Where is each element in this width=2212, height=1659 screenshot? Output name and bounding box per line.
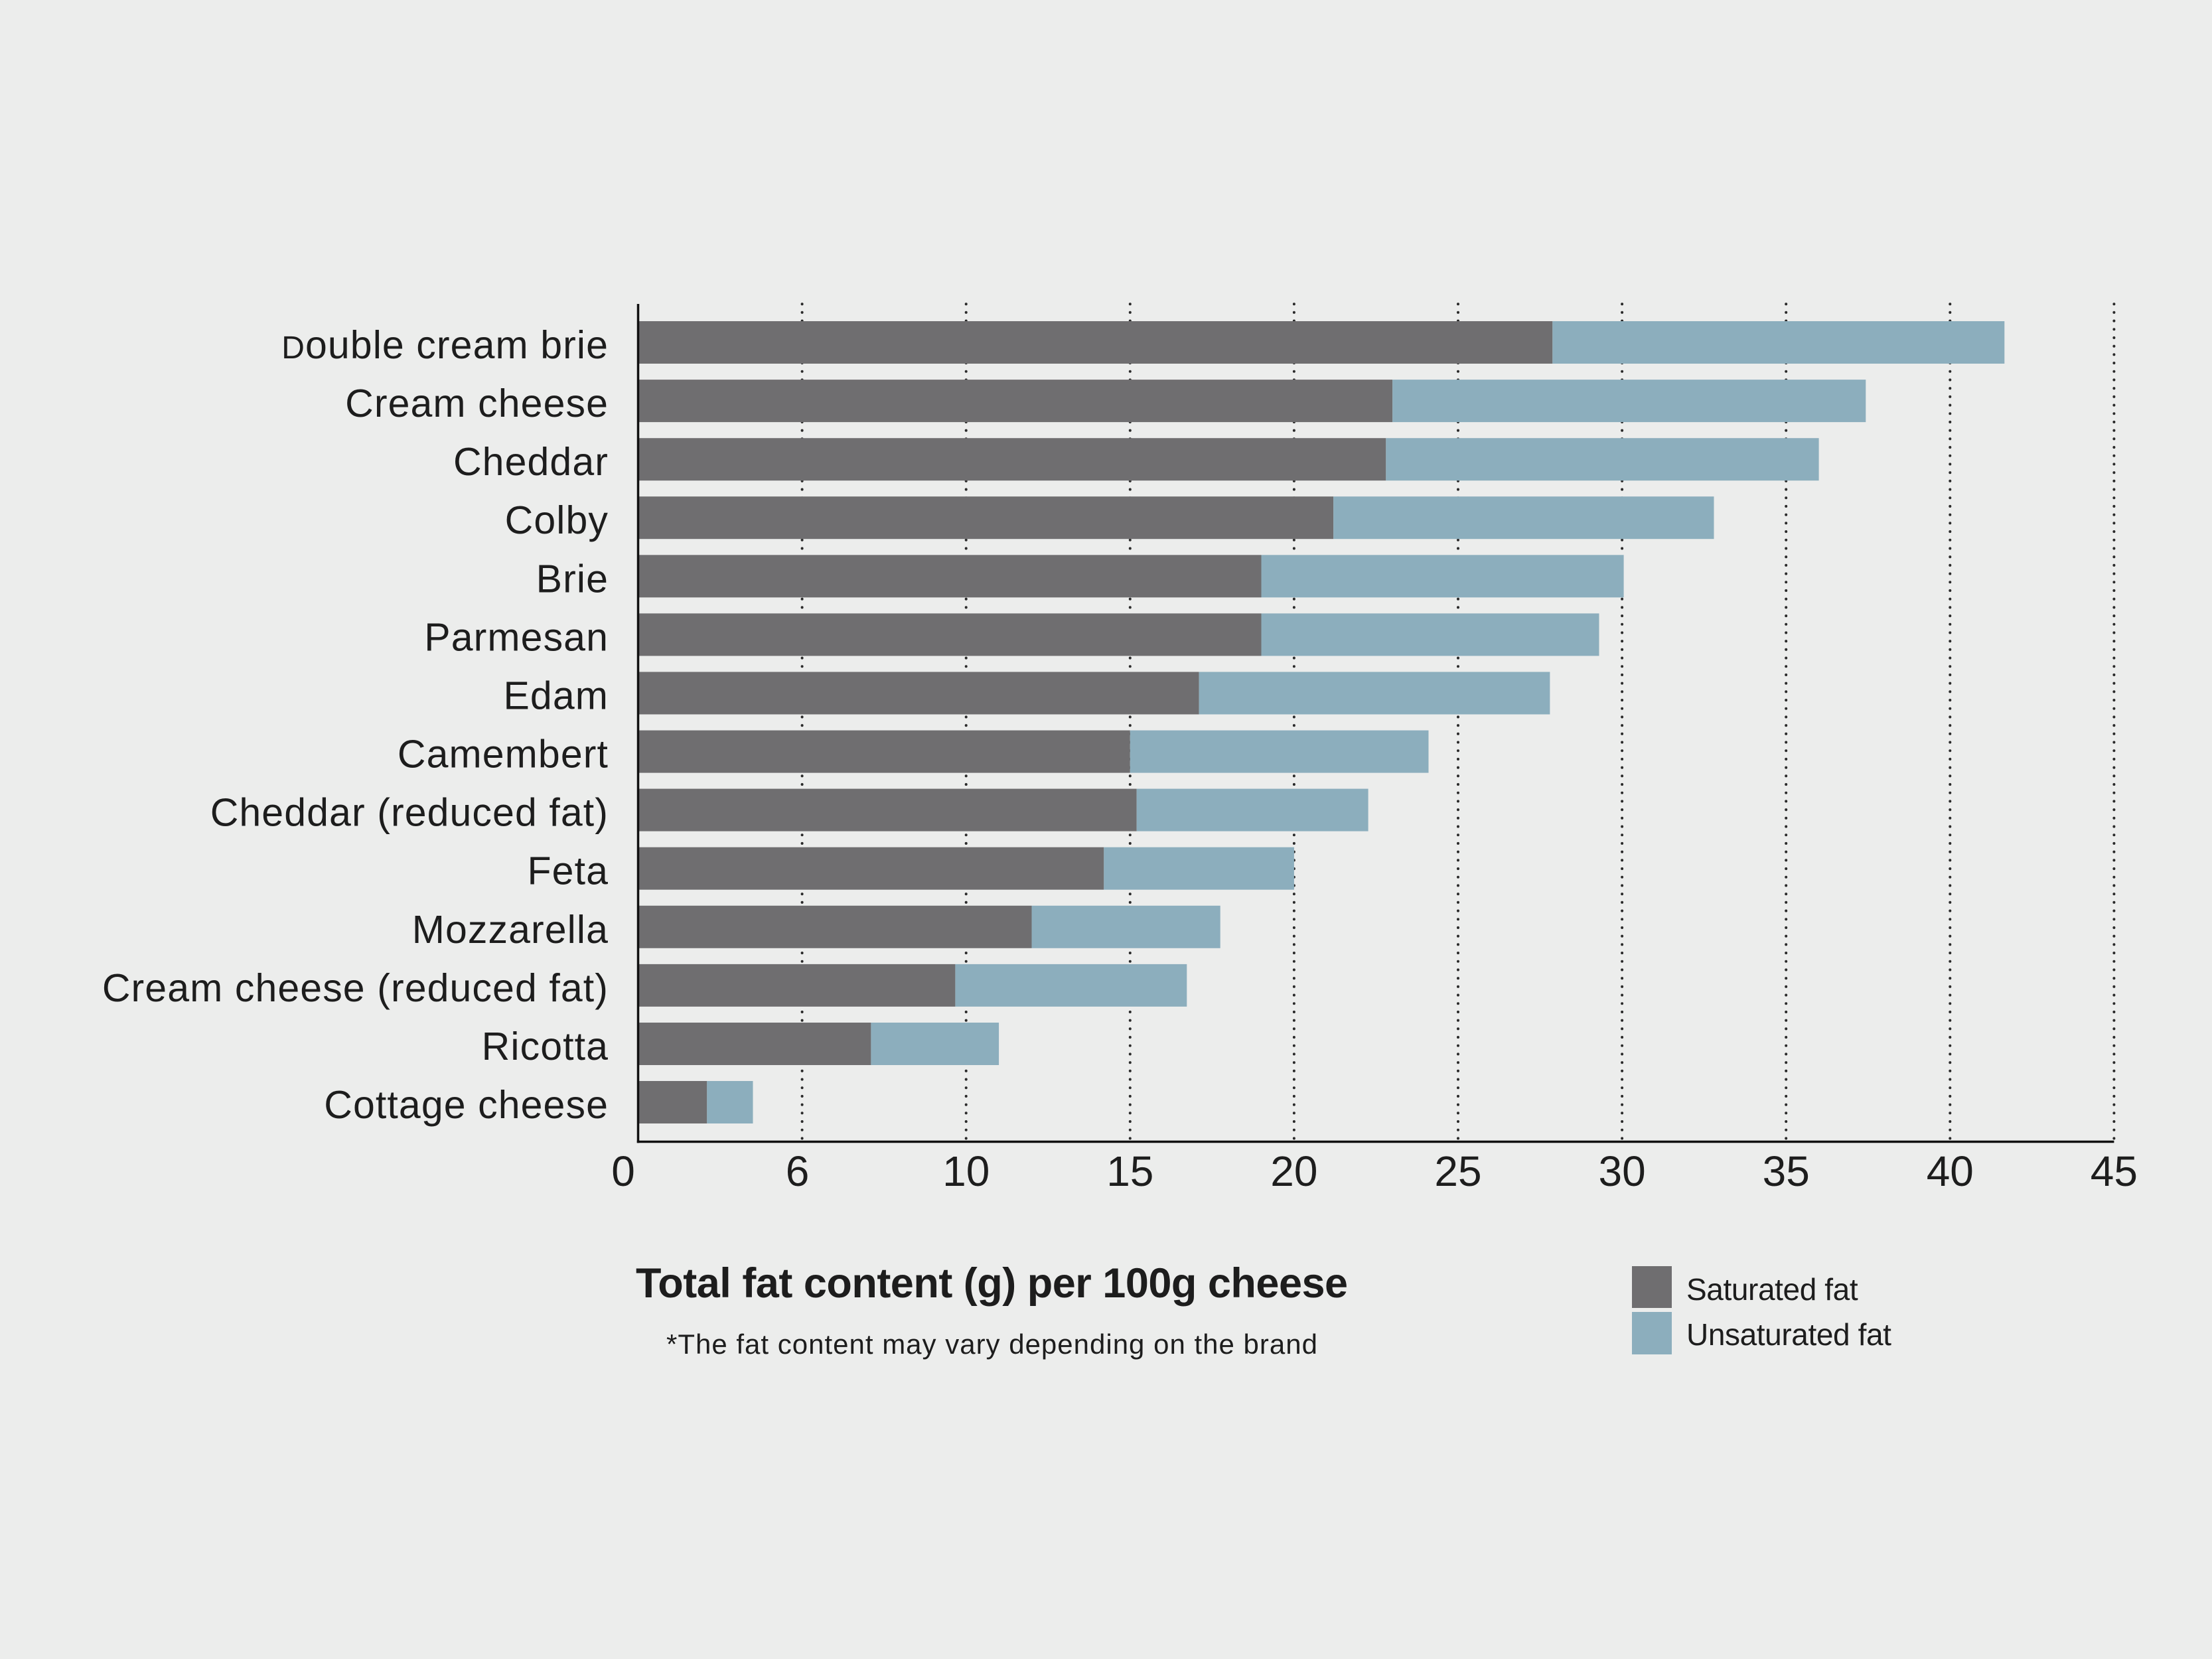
svg-text:0: 0 xyxy=(611,1147,635,1195)
svg-text:40: 40 xyxy=(1927,1147,1974,1195)
svg-text:Total fat content (g) per 100g: Total fat content (g) per 100g cheese xyxy=(636,1260,1348,1307)
svg-text:Brie: Brie xyxy=(536,557,609,601)
svg-text:35: 35 xyxy=(1763,1147,1810,1195)
svg-text:Feta: Feta xyxy=(528,849,609,893)
svg-text:Double cream brie: Double cream brie xyxy=(281,323,609,367)
svg-text:Edam: Edam xyxy=(503,674,609,718)
svg-text:20: 20 xyxy=(1270,1147,1317,1195)
svg-text:Cottage cheese: Cottage cheese xyxy=(324,1083,609,1127)
svg-text:Ricotta: Ricotta xyxy=(482,1025,609,1068)
svg-text:Cheddar: Cheddar xyxy=(453,440,609,484)
svg-text:Mozzarella: Mozzarella xyxy=(412,908,609,952)
svg-text:Camembert: Camembert xyxy=(398,733,609,776)
svg-text:Cheddar (reduced fat): Cheddar (reduced fat) xyxy=(210,791,609,835)
svg-text:Unsaturated fat: Unsaturated fat xyxy=(1686,1317,1891,1352)
svg-text:6: 6 xyxy=(786,1147,810,1195)
svg-text:15: 15 xyxy=(1106,1147,1153,1195)
svg-text:10: 10 xyxy=(942,1147,990,1195)
svg-text:Cream cheese (reduced fat): Cream cheese (reduced fat) xyxy=(102,966,609,1010)
svg-text:Cream cheese: Cream cheese xyxy=(345,382,609,425)
svg-text:Parmesan: Parmesan xyxy=(424,615,609,659)
svg-text:25: 25 xyxy=(1434,1147,1481,1195)
svg-text:45: 45 xyxy=(2091,1147,2138,1195)
svg-text:*The fat content may vary depe: *The fat content may vary depending on t… xyxy=(666,1329,1318,1360)
svg-text:30: 30 xyxy=(1599,1147,1646,1195)
svg-text:Saturated fat: Saturated fat xyxy=(1686,1272,1858,1307)
svg-text:Colby: Colby xyxy=(505,498,609,542)
